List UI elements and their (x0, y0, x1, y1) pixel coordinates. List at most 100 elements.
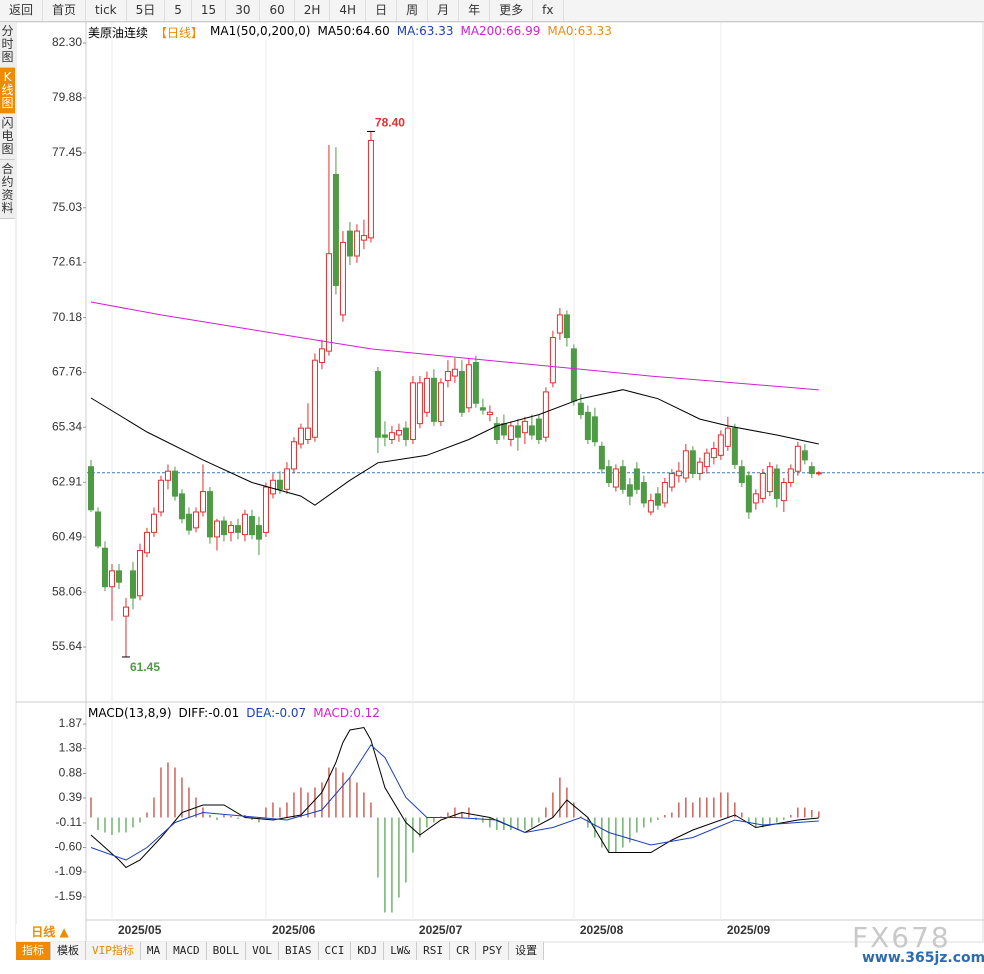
toolbar-button[interactable]: 周 (397, 0, 429, 21)
period-button[interactable]: 日线 ▲ (16, 924, 84, 940)
indicator-tab[interactable]: VOL (246, 942, 279, 960)
candle-body (402, 427, 409, 440)
toolbar-button[interactable]: 30 (226, 0, 261, 21)
toolbar-button[interactable]: 日 (366, 0, 398, 21)
indicator-tab[interactable]: MACD (167, 942, 207, 960)
candle-body (780, 482, 787, 502)
indicator-tab[interactable]: BIAS (279, 942, 319, 960)
sidebar-tab[interactable]: 分时图 (0, 22, 15, 68)
candle-body (367, 139, 374, 239)
candle-body (612, 468, 619, 488)
toolbar-button[interactable]: 15 (192, 0, 227, 21)
indicator-tab[interactable]: RSI (417, 942, 450, 960)
candle-body (241, 513, 248, 536)
legend-subtitle: 【日线】 (155, 26, 204, 40)
indicator-tab[interactable]: 设置 (509, 942, 545, 960)
y-tick-label: 65.34 (52, 419, 82, 433)
toolbar-button[interactable]: fx (533, 0, 564, 21)
candle-body (122, 606, 129, 617)
macd-legend: MACD(13,8,9) DIFF:-0.01 DEA:-0.07 MACD:0.12 (88, 706, 380, 720)
toolbar-button[interactable]: 60 (260, 0, 295, 21)
indicator-tab[interactable]: KDJ (351, 942, 385, 960)
indicator-tab[interactable]: 指标 (16, 942, 51, 960)
indicator-tab[interactable]: LW& (384, 942, 418, 960)
legend-entry: MA50:64.60 (317, 24, 390, 38)
toolbar-button[interactable]: 返回 (0, 0, 44, 21)
indicator-tab[interactable]: MA (140, 942, 168, 960)
candle-body (304, 427, 311, 440)
indicator-line (90, 744, 819, 861)
candle-body (521, 420, 528, 434)
indicator-tabs: 指标 模板 VIP指标 MA MACD BOLL VOL BIAS CCI KDJ LW& RSI CR… (16, 942, 545, 960)
candle-body (325, 253, 332, 352)
candle-body (668, 472, 675, 488)
y-tick-label: 77.45 (52, 145, 82, 159)
candle-body (423, 377, 430, 413)
candle-body (353, 230, 360, 257)
candle-body (486, 411, 493, 416)
sidebar-tab[interactable]: 合约资料 (0, 160, 15, 219)
candle-body (724, 427, 731, 447)
candle-body (283, 468, 290, 490)
max-annotation: 78.40 (375, 116, 405, 130)
candle-body (528, 425, 535, 436)
indicator-tab[interactable]: CR (450, 942, 477, 960)
candle-body (808, 466, 815, 474)
candle-body (339, 241, 346, 316)
candle-body (220, 520, 227, 536)
y-tick-label: 62.91 (52, 474, 82, 488)
legend-entry: MA:63.33 (396, 24, 454, 38)
candle-body (444, 371, 451, 382)
candle-body (199, 491, 206, 513)
candle-body (255, 525, 262, 540)
candle-body (626, 484, 633, 497)
candle-body (87, 466, 94, 511)
candle-body (738, 466, 745, 484)
indicator-tab[interactable]: VIP指标 (86, 942, 141, 960)
sidebar-tab[interactable]: K线图 (0, 68, 15, 114)
candle-body (388, 432, 395, 440)
candle-body (654, 493, 661, 506)
candle-body (136, 549, 143, 597)
toolbar-button[interactable]: 月 (428, 0, 460, 21)
x-tick-label: 2025/06 (272, 923, 316, 937)
toolbar-button[interactable]: 更多 (490, 0, 534, 21)
sidebar-tab[interactable]: 闪电图 (0, 114, 15, 160)
toolbar-button[interactable]: 2H (295, 0, 331, 21)
candle-body (416, 382, 423, 425)
y-tick-label: -1.09 (55, 864, 83, 878)
indicator-tab[interactable]: 模板 (51, 942, 86, 960)
y-tick-label: -0.60 (55, 840, 83, 854)
candle-body (269, 479, 276, 495)
y-tick-label: -0.11 (56, 815, 83, 829)
min-annotation: 61.45 (130, 660, 160, 674)
indicator-tab[interactable]: CCI (318, 942, 352, 960)
candle-body (192, 511, 199, 529)
candle-body (479, 407, 486, 411)
indicator-tab[interactable]: PSY (476, 942, 510, 960)
candle-body (633, 468, 640, 490)
toolbar-button[interactable]: 年 (459, 0, 491, 21)
toolbar-button[interactable]: 5日 (127, 0, 166, 21)
toolbar: 返回 首页 tick 5日 5 15 30 60 2H 4H 日周月年更多 fx (0, 0, 984, 22)
candle-body (108, 570, 115, 588)
legend-entry: MACD:0.12 (313, 706, 380, 720)
toolbar-button[interactable]: tick (86, 0, 127, 21)
toolbar-button[interactable]: 4H (330, 0, 367, 21)
candle-body (549, 337, 556, 384)
candle-body (290, 441, 297, 470)
indicator-line (90, 726, 819, 869)
toolbar-button[interactable]: 首页 (43, 0, 87, 21)
candle-body (794, 445, 801, 472)
candle-body (143, 531, 150, 554)
candle-body (346, 230, 353, 257)
candle-body (451, 368, 458, 377)
y-tick-label: 72.61 (52, 255, 82, 269)
candle-body (395, 429, 402, 436)
indicator-tab[interactable]: BOLL (206, 942, 247, 960)
candle-body (276, 479, 283, 490)
y-tick-label: 0.39 (59, 790, 83, 804)
toolbar-button[interactable]: 5 (165, 0, 192, 21)
